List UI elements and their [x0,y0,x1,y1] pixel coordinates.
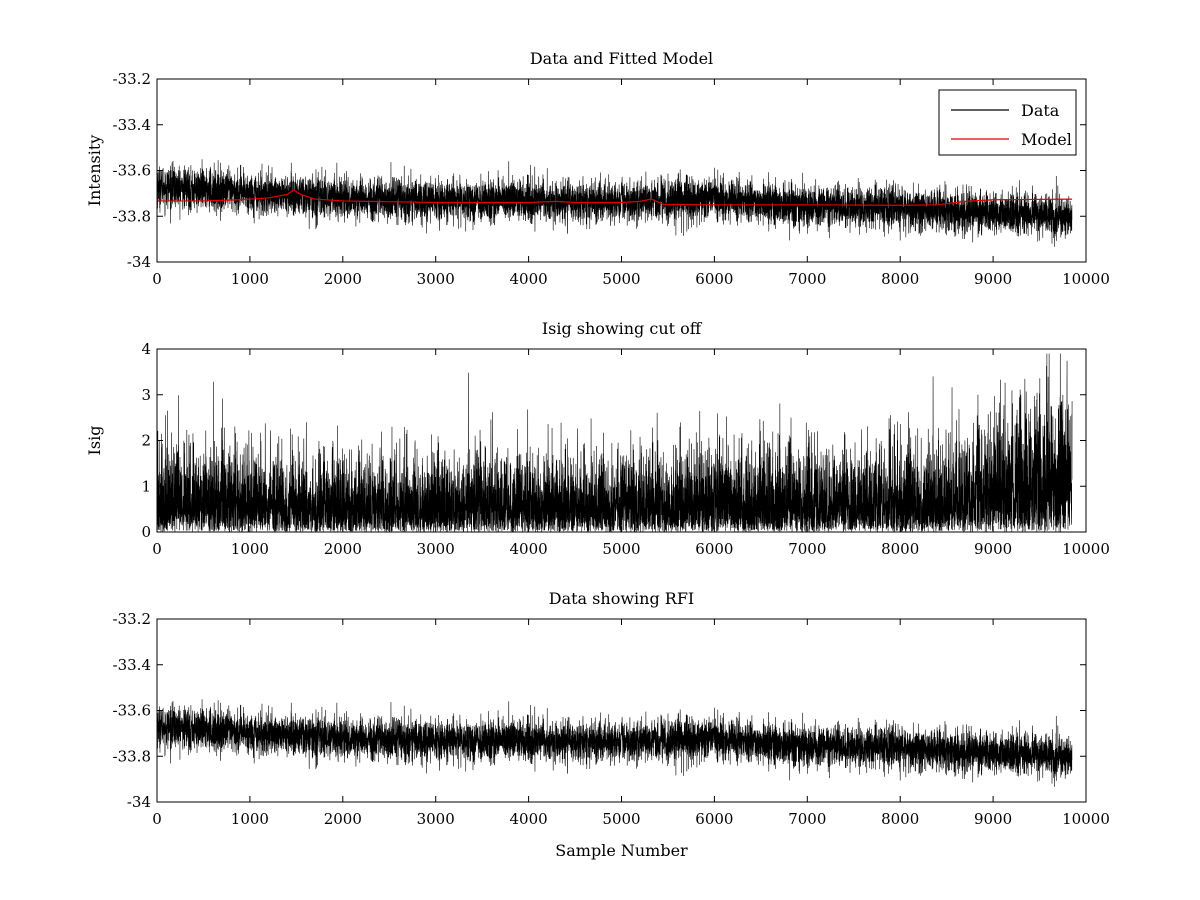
x-tick-label: 1000 [231,270,269,288]
x-tick-label: 10000 [1062,270,1110,288]
x-tick-label: 6000 [695,270,733,288]
x-tick-label: 4000 [510,270,548,288]
y-tick-label: 1 [141,477,151,495]
subplot-2: 0 1000 2000 3000 4000 5000 6000 7000 8000 9000 100… [85,319,1110,558]
y-tick-label: -33.6 [113,702,151,720]
x-tick-label: 2000 [324,270,362,288]
x-axis-label: Sample Number [555,841,688,860]
x-tick-label: 3000 [417,810,455,828]
x-tick-label: 3000 [417,540,455,558]
x-tick-label: 7000 [788,540,826,558]
x-tick-label: 7000 [788,810,826,828]
series-line-model [157,189,1073,206]
x-tick-label: 0 [152,810,162,828]
x-tick-label: 4000 [510,810,548,828]
x-tick-label: 1000 [231,540,269,558]
x-tick-label: 2000 [324,540,362,558]
x-tick-label: 0 [152,540,162,558]
y-tick-label: -33.2 [113,610,151,628]
subplot-3: 0 1000 2000 3000 4000 5000 6000 7000 8000 9000 100… [113,589,1110,860]
series-line-isig [157,353,1073,532]
x-tick-label: 1000 [231,810,269,828]
y-tick-label: -34 [127,253,151,271]
legend-label-data: Data [1021,101,1060,120]
x-tick-label: 8000 [881,270,919,288]
x-tick-label: 7000 [788,270,826,288]
y-tick-label: -33.4 [113,656,151,674]
x-tick-label: 9000 [974,540,1012,558]
subplot-1: 0 1000 2000 3000 4000 5000 6000 7000 8000 9000 100… [85,49,1110,288]
y-tick-label: -33.6 [113,162,151,180]
series-group [157,159,1073,247]
y-tick-label: 0 [141,523,151,541]
x-tick-label: 8000 [881,810,919,828]
x-tick-label: 6000 [695,810,733,828]
y-tick-label: -33.2 [113,70,151,88]
y-tick-label: -34 [127,793,151,811]
series-group [157,353,1073,532]
chart-title: Data showing RFI [549,589,694,608]
x-tick-label: 10000 [1062,540,1110,558]
y-axis-label: Isig [85,426,104,456]
x-tick-label: 5000 [602,270,640,288]
x-tick-label: 2000 [324,810,362,828]
x-tick-label: 8000 [881,540,919,558]
y-axis-label: Intensity [85,135,104,207]
x-tick-label: 5000 [602,540,640,558]
series-line-data [157,699,1073,787]
x-tick-label: 9000 [974,810,1012,828]
chart-title: Isig showing cut off [542,319,703,338]
y-tick-label: -33.4 [113,116,151,134]
y-tick-label: 4 [141,340,151,358]
x-tick-label: 9000 [974,270,1012,288]
x-tick-label: 10000 [1062,810,1110,828]
legend: Data Model [938,89,1077,156]
x-tick-label: 0 [152,270,162,288]
chart-title: Data and Fitted Model [530,49,713,68]
x-tick-label: 6000 [695,540,733,558]
x-tick-label: 5000 [602,810,640,828]
legend-box [938,89,1077,156]
legend-label-model: Model [1021,130,1072,149]
series-group [157,699,1073,787]
y-tick-label: 3 [141,386,151,404]
x-tick-label: 3000 [417,270,455,288]
y-tick-label: -33.8 [113,207,151,225]
y-tick-label: -33.8 [113,747,151,765]
x-tick-label: 4000 [510,540,548,558]
y-tick-label: 2 [141,432,151,450]
